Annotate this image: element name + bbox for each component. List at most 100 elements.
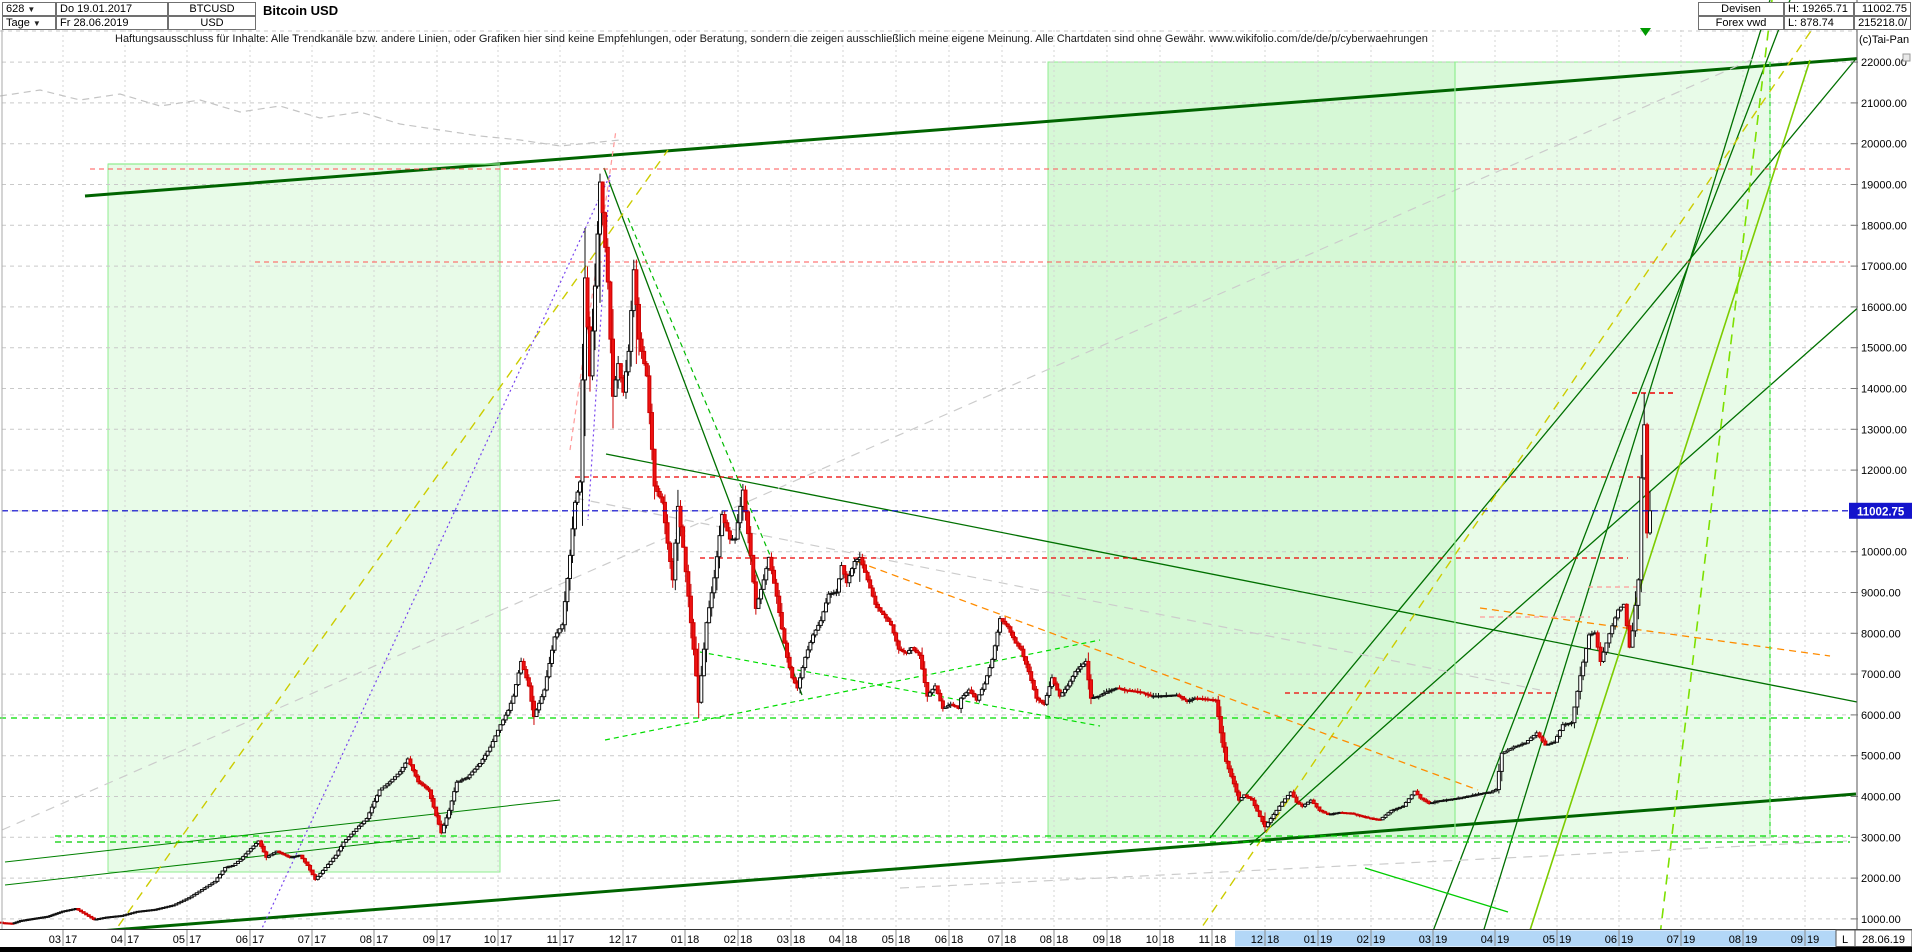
svg-text:14000.00: 14000.00 bbox=[1861, 384, 1907, 396]
svg-text:03: 03 bbox=[777, 934, 789, 946]
svg-text:18: 18 bbox=[1214, 934, 1226, 946]
svg-text:17: 17 bbox=[625, 934, 637, 946]
svg-text:18: 18 bbox=[740, 934, 752, 946]
svg-text:17: 17 bbox=[439, 934, 451, 946]
svg-text:2000.00: 2000.00 bbox=[1861, 873, 1901, 885]
svg-text:19000.00: 19000.00 bbox=[1861, 180, 1907, 192]
svg-text:17: 17 bbox=[252, 934, 264, 946]
svg-text:4000.00: 4000.00 bbox=[1861, 792, 1901, 804]
svg-text:07: 07 bbox=[1667, 934, 1679, 946]
date-to-field[interactable]: Fr 28.06.2019 bbox=[56, 16, 168, 30]
svg-text:02: 02 bbox=[1357, 934, 1369, 946]
svg-text:05: 05 bbox=[882, 934, 894, 946]
svg-text:05: 05 bbox=[173, 934, 185, 946]
svg-text:18: 18 bbox=[898, 934, 910, 946]
svg-text:5000.00: 5000.00 bbox=[1861, 751, 1901, 763]
svg-text:18: 18 bbox=[1056, 934, 1068, 946]
instrument-title: Bitcoin USD bbox=[263, 3, 339, 18]
svg-text:08: 08 bbox=[1729, 934, 1741, 946]
svg-text:11002.75: 11002.75 bbox=[1857, 506, 1905, 518]
last-price-label: 11002.75 bbox=[1854, 2, 1911, 16]
svg-text:19: 19 bbox=[1621, 934, 1633, 946]
svg-text:03: 03 bbox=[1419, 934, 1431, 946]
data-source-label: Forex vwd bbox=[1698, 16, 1784, 30]
range-high-label: H: 19265.71 bbox=[1784, 2, 1854, 16]
svg-text:17: 17 bbox=[65, 934, 77, 946]
svg-text:10000.00: 10000.00 bbox=[1861, 547, 1907, 559]
candlestick-series bbox=[0, 173, 1652, 925]
svg-text:01: 01 bbox=[1304, 934, 1316, 946]
svg-text:13000.00: 13000.00 bbox=[1861, 424, 1907, 436]
svg-text:10: 10 bbox=[484, 934, 496, 946]
svg-text:17: 17 bbox=[127, 934, 139, 946]
disclaimer-text: Haftungsausschluss für Inhalte: Alle Tre… bbox=[115, 33, 1428, 45]
low-marker-label: L bbox=[1842, 934, 1848, 946]
svg-text:1000.00: 1000.00 bbox=[1861, 914, 1901, 926]
svg-text:18: 18 bbox=[1004, 934, 1016, 946]
svg-text:19: 19 bbox=[1683, 934, 1695, 946]
svg-text:09: 09 bbox=[1093, 934, 1105, 946]
volume-label: 215218.0/ bbox=[1854, 16, 1911, 30]
period-dropdown[interactable]: Tage ▼ bbox=[2, 16, 56, 30]
svg-text:18: 18 bbox=[951, 934, 963, 946]
svg-text:02: 02 bbox=[724, 934, 736, 946]
svg-text:18: 18 bbox=[1162, 934, 1174, 946]
svg-text:12: 12 bbox=[1251, 934, 1263, 946]
price-axis: 22000.00 21000.00 20000.00 19000.00 18000.00… bbox=[1849, 0, 1912, 947]
svg-text:19: 19 bbox=[1807, 934, 1819, 946]
symbol-label: BTCUSD bbox=[168, 2, 256, 16]
svg-text:15000.00: 15000.00 bbox=[1861, 343, 1907, 355]
svg-text:19: 19 bbox=[1497, 934, 1509, 946]
svg-text:19: 19 bbox=[1559, 934, 1571, 946]
svg-text:08: 08 bbox=[1040, 934, 1052, 946]
range-low-label: L: 878.74 bbox=[1784, 16, 1854, 30]
svg-text:18: 18 bbox=[1109, 934, 1121, 946]
current-price-badge bbox=[1849, 502, 1912, 519]
svg-text:16000.00: 16000.00 bbox=[1861, 302, 1907, 314]
trend-channel-boxes bbox=[107, 61, 1771, 873]
currency-label: USD bbox=[168, 16, 256, 30]
svg-text:19: 19 bbox=[1373, 934, 1385, 946]
svg-text:9000.00: 9000.00 bbox=[1861, 588, 1901, 600]
svg-text:06: 06 bbox=[1605, 934, 1617, 946]
svg-text:08: 08 bbox=[360, 934, 372, 946]
svg-text:04: 04 bbox=[829, 934, 841, 946]
svg-text:8000.00: 8000.00 bbox=[1861, 628, 1901, 640]
svg-text:17: 17 bbox=[376, 934, 388, 946]
chevron-down-icon: ▼ bbox=[27, 5, 36, 14]
svg-text:18000.00: 18000.00 bbox=[1861, 220, 1907, 232]
svg-text:6000.00: 6000.00 bbox=[1861, 710, 1901, 722]
svg-text:21000.00: 21000.00 bbox=[1861, 98, 1907, 110]
svg-text:06: 06 bbox=[935, 934, 947, 946]
svg-text:03: 03 bbox=[49, 934, 61, 946]
reference-line-gray bbox=[0, 89, 621, 147]
svg-text:18: 18 bbox=[687, 934, 699, 946]
svg-text:18: 18 bbox=[1267, 934, 1279, 946]
date-axis: 03 17 04 17 05 17 06 17 07 17 08 17 09 17 10 17 11 17 12 17… bbox=[0, 929, 1912, 952]
svg-text:7000.00: 7000.00 bbox=[1861, 669, 1901, 681]
svg-text:04: 04 bbox=[111, 934, 123, 946]
svg-text:19: 19 bbox=[1745, 934, 1757, 946]
svg-text:11: 11 bbox=[1199, 934, 1210, 946]
svg-text:19: 19 bbox=[1435, 934, 1447, 946]
svg-text:18: 18 bbox=[845, 934, 857, 946]
svg-text:06: 06 bbox=[236, 934, 248, 946]
marker-triangle bbox=[1640, 28, 1651, 36]
svg-text:22000.00: 22000.00 bbox=[1861, 57, 1907, 69]
svg-text:17: 17 bbox=[500, 934, 512, 946]
svg-text:12: 12 bbox=[609, 934, 621, 946]
svg-text:01: 01 bbox=[671, 934, 683, 946]
date-axis-highlight-range bbox=[1235, 930, 1843, 947]
bars-count-dropdown[interactable]: 628 ▼ bbox=[2, 2, 56, 16]
svg-text:17: 17 bbox=[562, 934, 574, 946]
chevron-down-icon: ▼ bbox=[32, 19, 41, 28]
svg-text:20000.00: 20000.00 bbox=[1861, 139, 1907, 151]
svg-text:17: 17 bbox=[314, 934, 326, 946]
svg-text:12000.00: 12000.00 bbox=[1861, 465, 1907, 477]
last-date-label: 28.06.19 bbox=[1862, 934, 1905, 946]
copyright-label: (c)Tai-Pan bbox=[1859, 34, 1910, 46]
date-from-field[interactable]: Do 19.01.2017 bbox=[56, 2, 168, 16]
